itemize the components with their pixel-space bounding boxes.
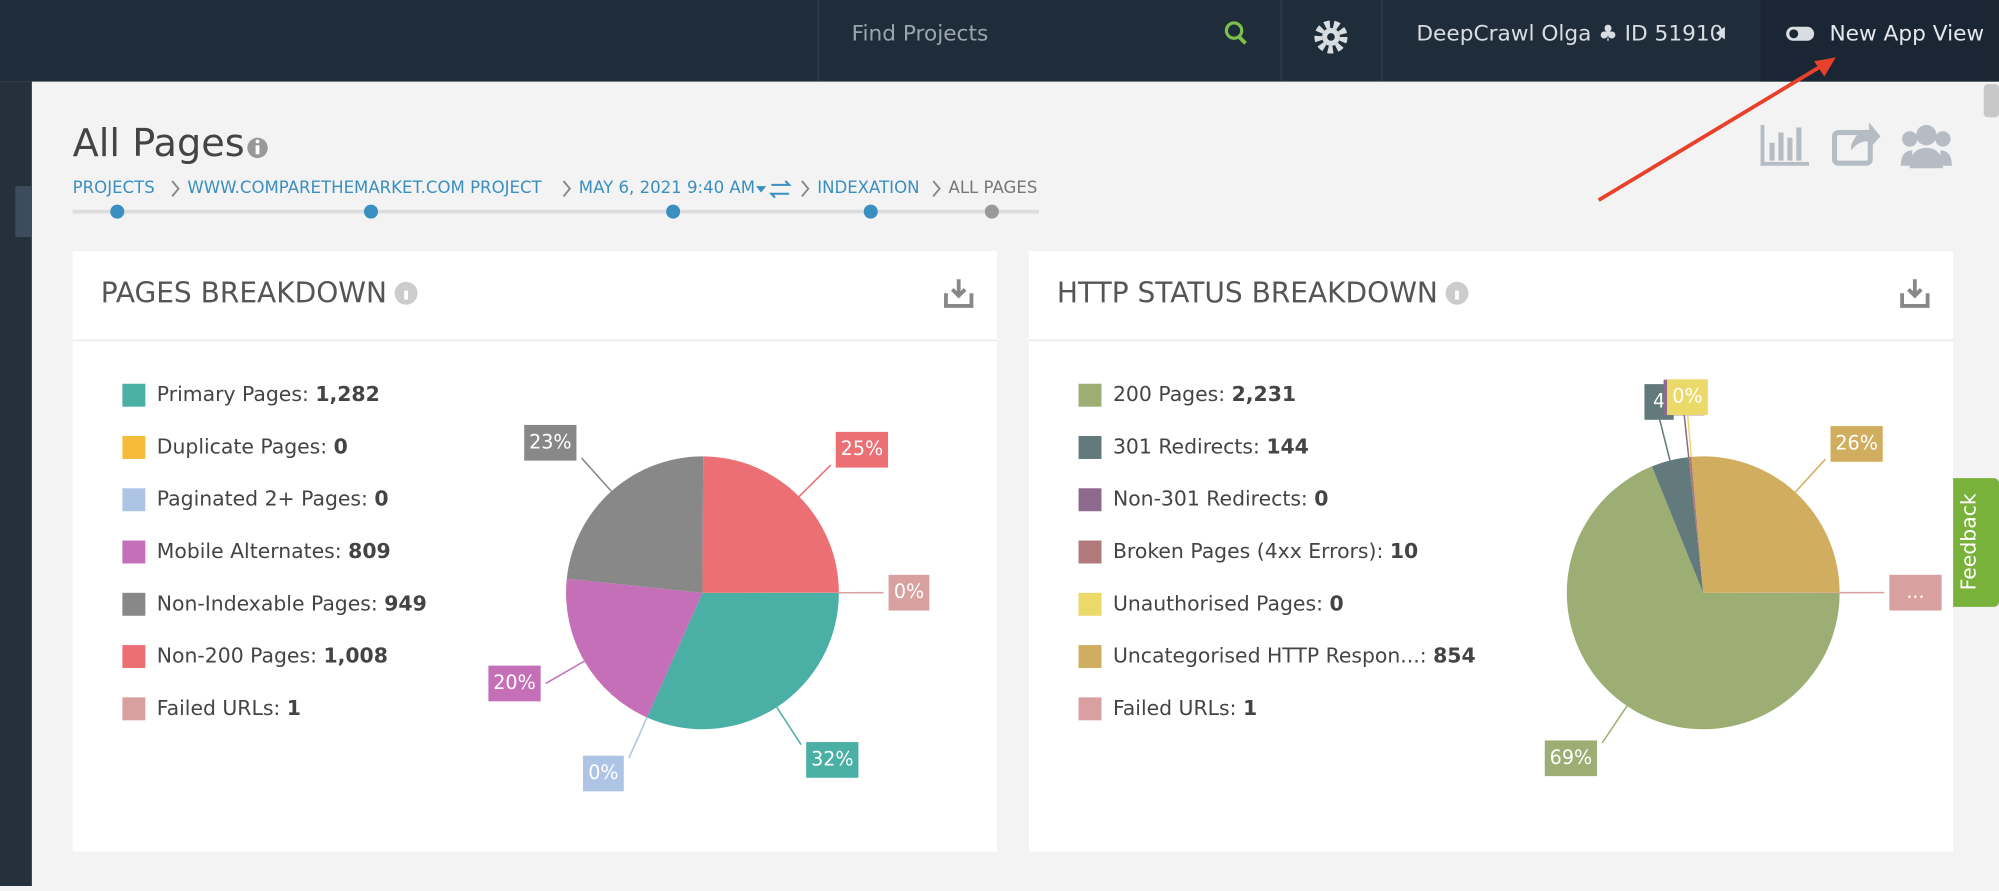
progress-dot bbox=[985, 205, 999, 219]
legend-swatch bbox=[122, 541, 145, 564]
slice-label: 69% bbox=[1550, 746, 1592, 769]
breadcrumb[interactable]: MAY 6, 2021 9:40 AM bbox=[579, 178, 755, 197]
legend-value: 1 bbox=[1243, 696, 1257, 720]
legend-value: 1 bbox=[287, 696, 301, 720]
legend-value: 1,282 bbox=[315, 382, 379, 406]
legend-entry: Non-200 Pages: 1,008 bbox=[157, 644, 388, 668]
slice-label: 25% bbox=[841, 437, 883, 460]
legend-swatch bbox=[1079, 436, 1102, 459]
legend-value: 809 bbox=[348, 539, 391, 563]
legend-value: 0 bbox=[1329, 591, 1343, 615]
slice-label: ... bbox=[1906, 580, 1924, 603]
legend-value: 0 bbox=[334, 434, 348, 458]
legend-entry: Paginated 2+ Pages: 0 bbox=[157, 487, 389, 511]
legend-label: Paginated 2+ Pages: bbox=[157, 487, 368, 511]
breadcrumb[interactable]: INDEXATION bbox=[817, 178, 919, 197]
account-name[interactable]: DeepCrawl Olga ♣ ID 51910 bbox=[1416, 21, 1723, 46]
progress-dot bbox=[110, 205, 124, 219]
slice-label: 0% bbox=[588, 761, 618, 784]
legend-label: Non-Indexable Pages: bbox=[157, 591, 378, 615]
progress-dot bbox=[666, 205, 680, 219]
legend-label: Duplicate Pages: bbox=[157, 434, 327, 458]
legend-label: Uncategorised HTTP Respon...: bbox=[1113, 644, 1427, 668]
legend-entry: Broken Pages (4xx Errors): 10 bbox=[1113, 539, 1418, 563]
legend-swatch bbox=[122, 436, 145, 459]
breadcrumb[interactable]: PROJECTS bbox=[73, 178, 155, 197]
legend-entry: Non-301 Redirects: 0 bbox=[1113, 487, 1329, 511]
slice-label: 20% bbox=[493, 671, 535, 694]
legend-entry: Primary Pages: 1,282 bbox=[157, 382, 380, 406]
toggle-icon[interactable] bbox=[1786, 27, 1814, 41]
panel-title: HTTP STATUS BREAKDOWN bbox=[1057, 276, 1438, 309]
legend-swatch bbox=[122, 697, 145, 720]
legend-entry: Unauthorised Pages: 0 bbox=[1113, 591, 1344, 615]
slice-label: 23% bbox=[529, 430, 571, 453]
slice-label: 26% bbox=[1835, 431, 1877, 454]
legend-entry: Uncategorised HTTP Respon...: 854 bbox=[1113, 644, 1476, 668]
legend-label: Primary Pages: bbox=[157, 382, 309, 406]
legend-value: 0 bbox=[1314, 487, 1328, 511]
legend-label: 200 Pages: bbox=[1113, 382, 1225, 406]
legend-entry: Failed URLs: 1 bbox=[1113, 696, 1257, 720]
legend-value: 10 bbox=[1390, 539, 1418, 563]
legend-value: 949 bbox=[384, 591, 427, 615]
legend-entry: Mobile Alternates: 809 bbox=[157, 539, 391, 563]
legend-label: Failed URLs: bbox=[157, 696, 281, 720]
breadcrumb[interactable]: WWW.COMPARETHEMARKET.COM PROJECT bbox=[187, 178, 542, 197]
legend-swatch bbox=[122, 593, 145, 616]
progress-dot bbox=[364, 205, 378, 219]
legend-label: Broken Pages (4xx Errors): bbox=[1113, 539, 1383, 563]
legend-value: 0 bbox=[374, 487, 388, 511]
search-input[interactable]: Find Projects bbox=[852, 21, 989, 46]
legend-swatch bbox=[1079, 593, 1102, 616]
legend-value: 854 bbox=[1433, 644, 1476, 668]
legend-entry: Non-Indexable Pages: 949 bbox=[157, 591, 427, 615]
info-icon bbox=[247, 138, 267, 158]
feedback-label[interactable]: Feedback bbox=[1957, 493, 1981, 590]
legend-value: 1,008 bbox=[323, 644, 387, 668]
slice-label: 4 bbox=[1653, 389, 1665, 412]
panel-title: PAGES BREAKDOWN bbox=[101, 276, 387, 309]
slice-label: 0% bbox=[894, 580, 924, 603]
progress-dot bbox=[864, 205, 878, 219]
breadcrumb: ALL PAGES bbox=[949, 178, 1038, 197]
legend-label: Non-200 Pages: bbox=[157, 644, 317, 668]
legend-swatch bbox=[1079, 384, 1102, 407]
legend-value: 144 bbox=[1266, 434, 1309, 458]
page-title: All Pages bbox=[73, 122, 245, 166]
legend-label: Non-301 Redirects: bbox=[1113, 487, 1308, 511]
legend-label: Mobile Alternates: bbox=[157, 539, 342, 563]
slice-label: 32% bbox=[811, 747, 853, 770]
legend-entry: Failed URLs: 1 bbox=[157, 696, 301, 720]
legend-swatch bbox=[1079, 697, 1102, 720]
info-icon-bar bbox=[1455, 291, 1459, 300]
sidebar-item bbox=[15, 186, 32, 237]
legend-value: 2,231 bbox=[1232, 382, 1296, 406]
legend-entry: 200 Pages: 2,231 bbox=[1113, 382, 1296, 406]
legend-swatch bbox=[1079, 645, 1102, 668]
legend-label: Failed URLs: bbox=[1113, 696, 1237, 720]
legend-swatch bbox=[1079, 488, 1102, 511]
legend-swatch bbox=[1079, 541, 1102, 564]
legend-entry: Duplicate Pages: 0 bbox=[157, 434, 348, 458]
legend-entry: 301 Redirects: 144 bbox=[1113, 434, 1309, 458]
scrollbar bbox=[1984, 84, 1999, 117]
legend-swatch bbox=[122, 384, 145, 407]
legend-swatch bbox=[122, 488, 145, 511]
legend-label: Unauthorised Pages: bbox=[1113, 591, 1323, 615]
info-icon-bar bbox=[404, 291, 408, 300]
legend-swatch bbox=[122, 645, 145, 668]
toggle-label[interactable]: New App View bbox=[1829, 21, 1984, 46]
slice-label: 0% bbox=[1672, 385, 1702, 408]
legend-label: 301 Redirects: bbox=[1113, 434, 1260, 458]
